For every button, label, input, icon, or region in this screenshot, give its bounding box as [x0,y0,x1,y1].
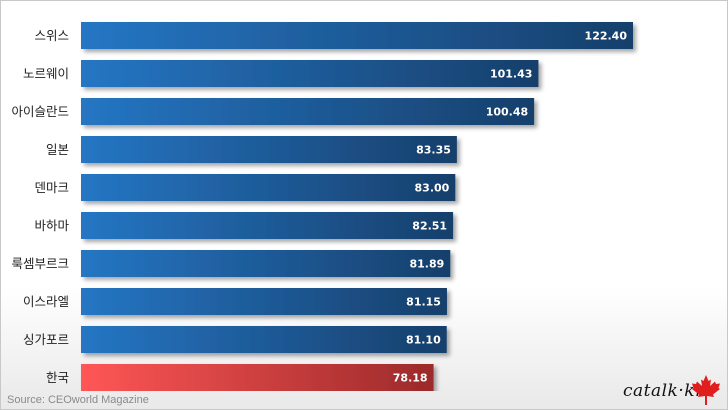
category-label: 덴마크 [34,180,69,195]
bar-chart: 스위스 122.40 노르웨이 101.43 아이슬란드 100.48 일본 83.35 덴마크… [11,22,633,391]
value-label: 81.10 [406,334,441,347]
category-label: 바하마 [34,218,69,233]
category-label: 노르웨이 [23,66,69,81]
bar-highlight [81,364,434,391]
category-label: 스위스 [34,28,69,43]
bar [81,22,633,49]
value-label: 82.51 [412,220,447,233]
value-label: 100.48 [486,106,528,119]
value-label: 83.35 [416,144,451,157]
bar [81,174,456,201]
value-label: 83.00 [415,182,450,195]
source-note: Source: CEOworld Magazine [7,394,149,406]
bar [81,136,457,163]
bar [81,326,447,353]
bar [81,288,447,315]
value-label: 122.40 [585,30,628,43]
category-label: 이스라엘 [23,294,69,309]
category-label: 싱가포르 [23,332,69,347]
value-label: 78.18 [393,372,428,385]
category-label: 한국 [46,370,69,385]
category-label: 룩셈부르크 [11,256,69,271]
maple-leaf-icon [692,375,720,405]
value-label: 101.43 [490,68,532,81]
bar [81,60,539,87]
value-label: 81.15 [406,296,441,309]
bar [81,250,451,277]
logo-text: catalk·kr [623,381,704,401]
category-label: 일본 [46,142,69,157]
category-label: 아이슬란드 [11,104,69,119]
bar [81,212,454,239]
bar [81,98,535,125]
value-label: 81.89 [410,258,445,271]
logo: catalk·kr [619,375,723,406]
